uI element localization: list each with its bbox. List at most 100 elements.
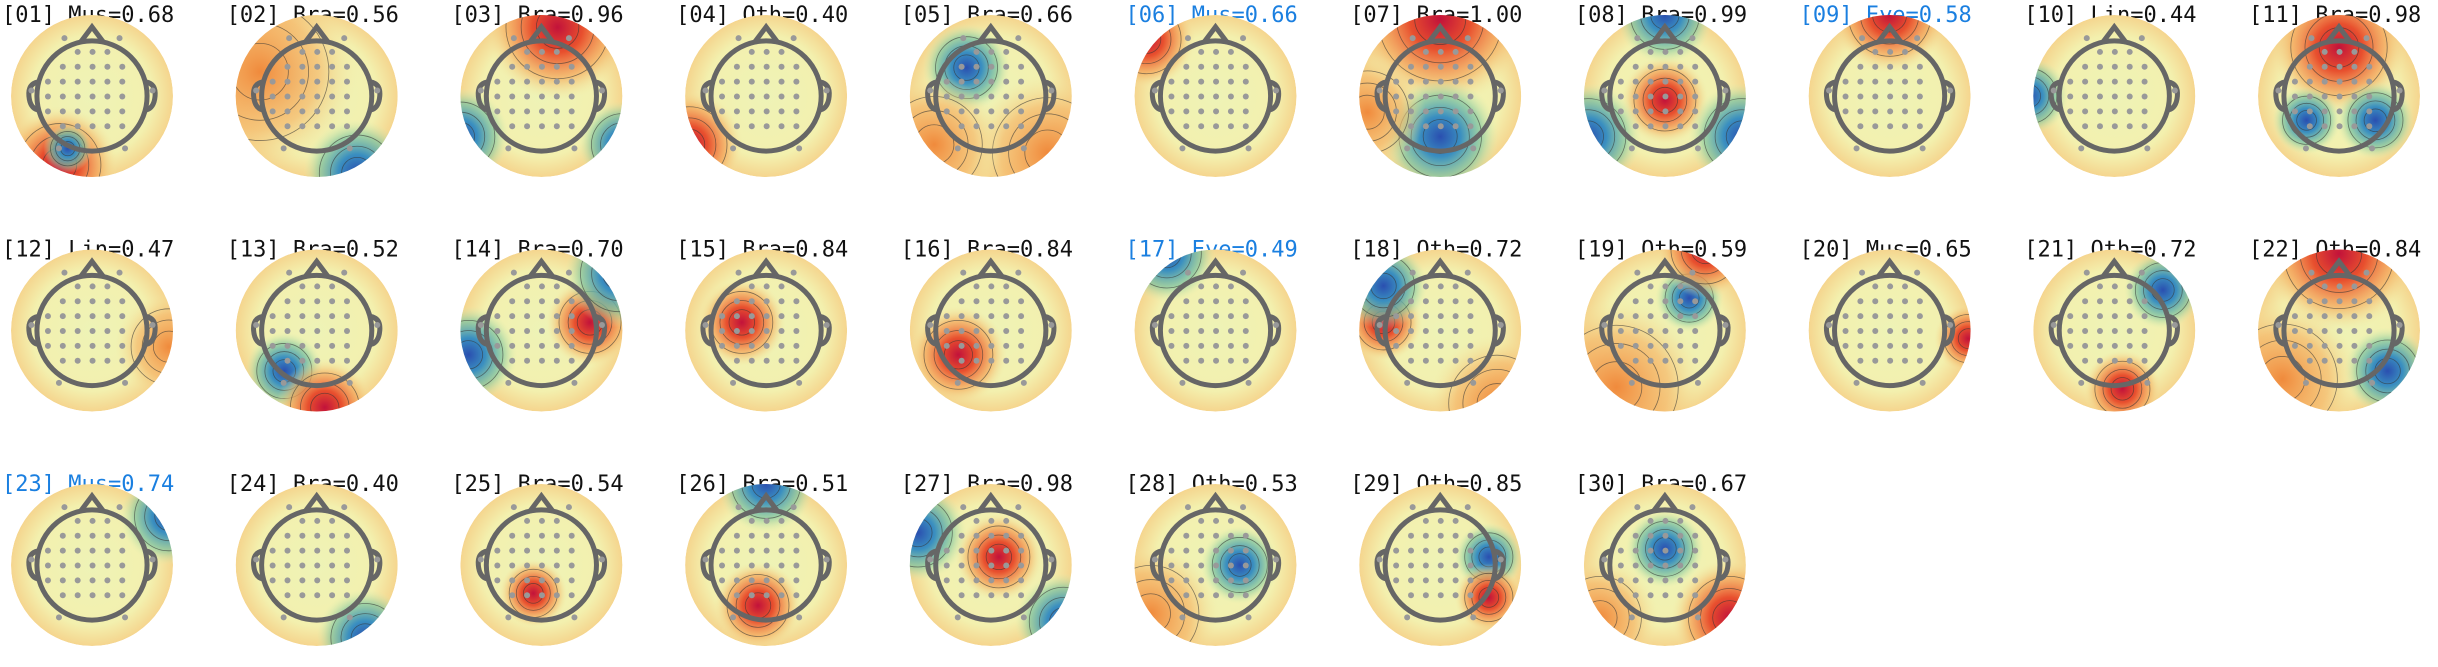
electrode — [958, 577, 965, 584]
contour — [1028, 586, 1072, 646]
electrode — [1183, 93, 1190, 100]
electrode — [1422, 357, 1429, 364]
electrode — [988, 342, 995, 349]
electrode — [2306, 328, 2313, 335]
contour — [1872, 15, 1908, 33]
electrode — [1916, 108, 1923, 115]
electrode — [2111, 123, 2118, 130]
electrode — [346, 614, 353, 621]
electrode — [568, 63, 575, 70]
electrode — [524, 63, 531, 70]
ear-left — [1149, 79, 1163, 113]
electrode — [1422, 63, 1429, 70]
electrode — [346, 379, 353, 386]
electrode — [1213, 592, 1220, 599]
electrode — [122, 614, 129, 621]
electrode — [1393, 577, 1400, 584]
electrode — [89, 577, 96, 584]
electrode — [2366, 93, 2373, 100]
electrode — [119, 577, 126, 584]
electrode — [1916, 78, 1923, 85]
electrode — [1179, 379, 1186, 386]
electrode — [59, 313, 66, 320]
electrode — [89, 48, 96, 55]
electrode — [314, 328, 321, 335]
electrode — [565, 269, 572, 276]
electrode — [973, 63, 980, 70]
electrode — [1242, 78, 1249, 85]
electrode — [89, 532, 96, 539]
electrode — [1842, 108, 1849, 115]
electrode — [1020, 379, 1027, 386]
electrode — [1227, 517, 1234, 524]
contour — [943, 340, 973, 370]
electrode — [1227, 313, 1234, 320]
electrode — [1452, 547, 1459, 554]
electrode — [299, 48, 306, 55]
electrode — [494, 547, 501, 554]
electrode — [1437, 547, 1444, 554]
electrode — [2363, 35, 2370, 42]
electrode — [284, 532, 291, 539]
electrode — [314, 592, 321, 599]
electrode — [509, 63, 516, 70]
electrode — [89, 123, 96, 130]
electrode — [2141, 78, 2148, 85]
electrode — [374, 556, 381, 563]
electrode — [1213, 108, 1220, 115]
electrode — [104, 328, 111, 335]
electrode — [568, 547, 575, 554]
electrode — [1617, 342, 1624, 349]
electrode — [2111, 93, 2118, 100]
electrode — [1003, 78, 1010, 85]
electrode — [269, 562, 276, 569]
electrode — [2082, 313, 2089, 320]
electrode — [733, 298, 740, 305]
electrode — [973, 577, 980, 584]
electrode — [1647, 123, 1654, 130]
electrode — [104, 78, 111, 85]
electrode — [2396, 321, 2403, 328]
component: [10] Lin=0.44 — [2024, 3, 2196, 177]
ear-left — [700, 314, 713, 347]
electrode — [568, 577, 575, 584]
electrode — [28, 321, 35, 328]
electrode — [973, 283, 980, 290]
electrode — [553, 123, 560, 130]
electrode — [59, 298, 66, 305]
electrode — [2306, 78, 2313, 85]
electrode — [1857, 78, 1864, 85]
electrode — [1020, 145, 1027, 152]
electrode — [988, 517, 995, 524]
electrode — [927, 556, 934, 563]
contour — [1049, 607, 1072, 637]
electrode — [2067, 78, 2074, 85]
electrode — [1601, 556, 1608, 563]
electrode — [2351, 63, 2358, 70]
electrode — [343, 547, 350, 554]
electrode — [299, 313, 306, 320]
electrode — [1003, 517, 1010, 524]
electrode — [2351, 123, 2358, 130]
electrode — [2321, 123, 2328, 130]
electrode — [1003, 592, 1010, 599]
electrode — [1168, 328, 1175, 335]
electrode — [2351, 342, 2358, 349]
electrode — [104, 532, 111, 539]
electrode — [74, 313, 81, 320]
electrode — [1452, 48, 1459, 55]
electrode — [314, 357, 321, 364]
electrode — [1692, 328, 1699, 335]
electrode — [149, 87, 156, 94]
electrode — [778, 562, 785, 569]
electrode — [1662, 577, 1669, 584]
electrode — [1213, 532, 1220, 539]
electrode — [763, 328, 770, 335]
electrode — [494, 78, 501, 85]
electrode — [1242, 63, 1249, 70]
electrode — [778, 108, 785, 115]
electrode — [1692, 63, 1699, 70]
electrode — [2096, 342, 2103, 349]
electrode — [374, 87, 381, 94]
electrode — [253, 556, 260, 563]
